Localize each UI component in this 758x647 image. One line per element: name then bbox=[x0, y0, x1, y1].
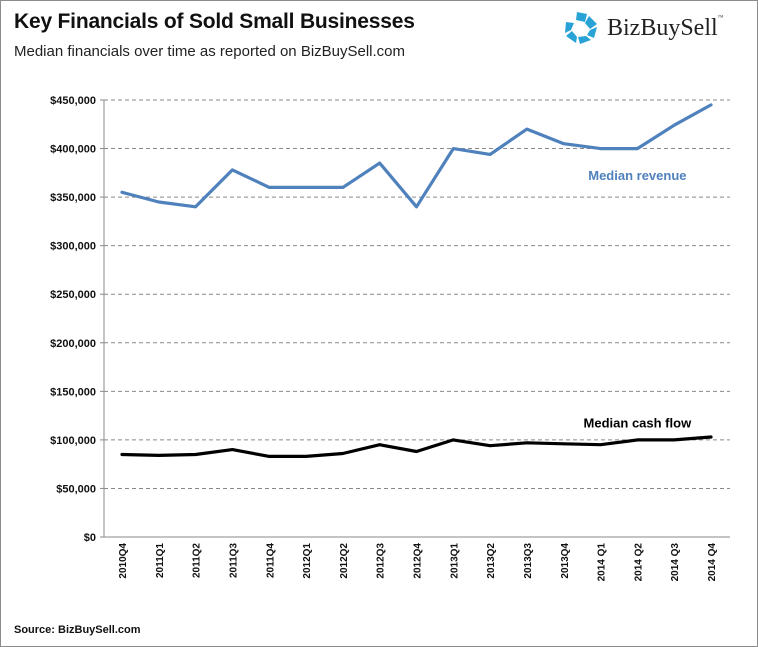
y-tick-label: $350,000 bbox=[50, 192, 96, 204]
x-tick-label: 2011Q4 bbox=[265, 543, 276, 578]
x-tick-label: 2012Q2 bbox=[339, 543, 350, 579]
annotations: Median revenue Median cash flow bbox=[584, 168, 693, 431]
annotation-median-cash-flow: Median cash flow bbox=[584, 415, 693, 430]
x-tick-label: 2013Q1 bbox=[449, 543, 460, 579]
x-tick-label: 2013Q2 bbox=[486, 543, 497, 579]
x-tick-label: 2012Q1 bbox=[302, 543, 313, 579]
x-tick-label: 2014 Q3 bbox=[670, 543, 681, 582]
y-tick-label: $100,000 bbox=[50, 435, 96, 447]
x-tick-label: 2013Q4 bbox=[560, 543, 571, 579]
bizbuysell-star-icon bbox=[565, 12, 597, 44]
x-tick-label: 2014 Q2 bbox=[633, 543, 644, 582]
x-tick-label: 2012Q3 bbox=[376, 543, 387, 579]
y-tick-label: $450,000 bbox=[50, 95, 96, 107]
logo-wordmark: BizBuySell bbox=[607, 14, 718, 41]
x-tick-label: 2012Q4 bbox=[413, 543, 424, 579]
annotation-median-revenue: Median revenue bbox=[588, 168, 686, 183]
x-tick-label: 2011Q3 bbox=[228, 543, 239, 578]
chart-subtitle: Median financials over time as reported … bbox=[14, 43, 406, 60]
x-tick-label: 2014 Q1 bbox=[597, 543, 608, 582]
bizbuysell-logo: BizBuySell™ bbox=[563, 10, 724, 46]
series-lines bbox=[120, 103, 713, 458]
y-tick-label: $0 bbox=[84, 532, 96, 544]
x-tick-label: 2013Q3 bbox=[523, 543, 534, 579]
y-tick-label: $50,000 bbox=[56, 483, 96, 495]
trademark-symbol: ™ bbox=[717, 14, 724, 21]
x-tick-label: 2014 Q4 bbox=[707, 543, 718, 582]
series-line-median-revenue bbox=[120, 103, 713, 209]
x-tick-label: 2011Q1 bbox=[155, 543, 166, 578]
x-axis: 2010Q4 2011Q1 2011Q2 2011Q3 2011Q4 2012Q1 2012… bbox=[104, 536, 730, 582]
y-tick-label: $150,000 bbox=[50, 386, 96, 398]
y-tick-label: $250,000 bbox=[50, 289, 96, 301]
logo-text: BizBuySell™ bbox=[607, 15, 724, 42]
x-tick-label: 2011Q2 bbox=[192, 543, 203, 578]
source-note: Source: BizBuySell.com bbox=[14, 624, 141, 636]
y-tick-label: $300,000 bbox=[50, 241, 96, 253]
x-tick-label: 2010Q4 bbox=[118, 543, 129, 579]
y-axis: $0 $50,000 $100,000 $150,000 $200,000 $250,00… bbox=[50, 95, 105, 544]
y-tick-label: $200,000 bbox=[50, 338, 96, 350]
y-tick-label: $400,000 bbox=[50, 144, 96, 156]
chart-title: Key Financials of Sold Small Businesses bbox=[14, 10, 415, 33]
